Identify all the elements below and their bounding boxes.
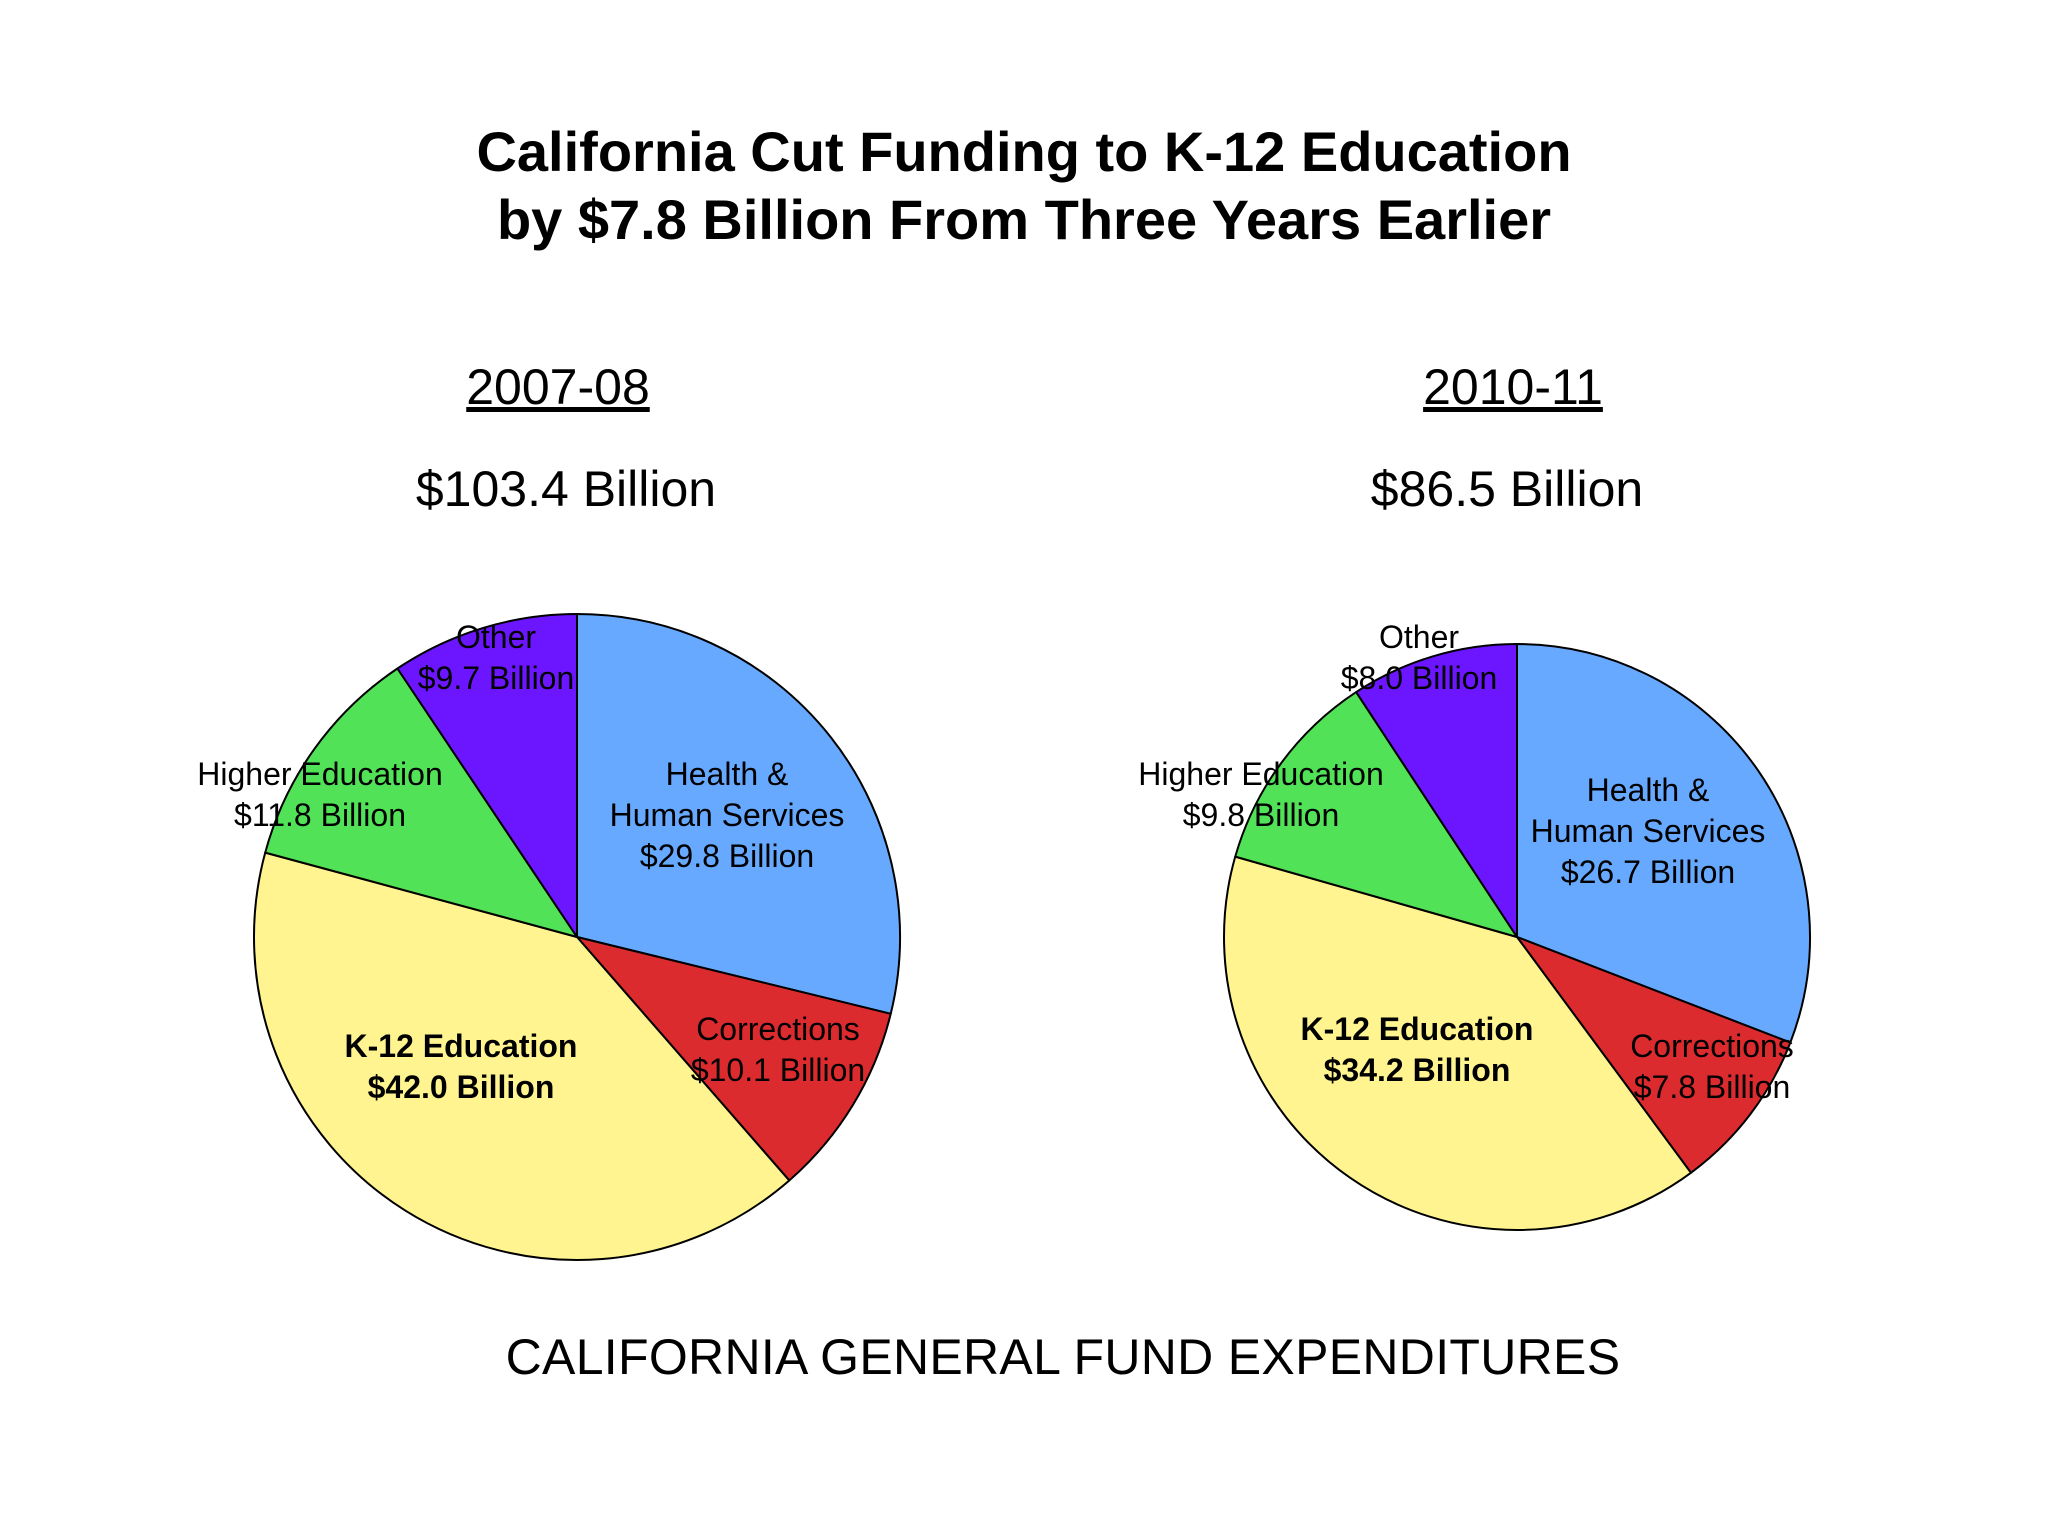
slice-label-line-health-human-services-2007-08-1: Human Services: [610, 797, 845, 833]
period-label-2007-08: 2007-08: [466, 359, 650, 415]
chart-title: California Cut Funding to K-12 Education…: [0, 118, 2048, 254]
chart-title-line1: California Cut Funding to K-12 Education: [476, 120, 1572, 183]
chart-title-line2: by $7.8 Billion From Three Years Earlier: [496, 188, 1552, 251]
slice-label-line-higher-education-2007-08-1: $11.8 Billion: [234, 797, 406, 833]
slice-label-health-human-services-2010-11: Health & Human Services $26.7 Billion: [1531, 772, 1766, 890]
slice-label-line-other-2007-08-1: $9.7 Billion: [418, 660, 575, 696]
slice-label-line-k-12-education-2010-11-1: $34.2 Billion: [1324, 1052, 1511, 1088]
total-label-2010-11: $86.5 Billion: [1370, 461, 1644, 517]
pie-slice-corrections-2007-08: [576, 936, 892, 1182]
slice-label-line-health-human-services-2007-08-0: Health &: [666, 756, 789, 792]
total-label-2007-08: $103.4 Billion: [415, 461, 717, 517]
pie-slice-k-12-education-2010-11: [1223, 855, 1692, 1231]
slice-label-k-12-education-2007-08: K-12 Education $42.0 Billion: [345, 1028, 578, 1105]
slice-label-line-k-12-education-2007-08-1: $42.0 Billion: [368, 1069, 555, 1105]
pie-slice-k-12-education-2007-08: [253, 851, 791, 1261]
slice-label-line-other-2007-08-0: Other: [456, 619, 536, 655]
chart-footer: CALIFORNIA GENERAL FUND EXPENDITURES: [505, 1329, 1621, 1385]
slice-label-corrections-2010-11: Corrections $7.8 Billion: [1630, 1028, 1794, 1105]
slice-label-other-2007-08: Other $9.7 Billion: [418, 619, 575, 696]
slice-label-other-2010-11: Other $8.0 Billion: [1341, 619, 1498, 696]
slice-label-line-health-human-services-2010-11-2: $26.7 Billion: [1561, 854, 1735, 890]
slice-label-line-k-12-education-2007-08-0: K-12 Education: [345, 1028, 578, 1064]
pie-slice-other-2007-08: [396, 613, 578, 938]
pie-slice-other-2010-11: [1355, 643, 1518, 938]
pie-slice-higher-education-2010-11: [1234, 691, 1518, 938]
slice-label-line-other-2010-11-1: $8.0 Billion: [1341, 660, 1498, 696]
slice-label-line-higher-education-2010-11-0: Higher Education: [1138, 756, 1383, 792]
slice-label-higher-education-2007-08: Higher Education $11.8 Billion: [197, 756, 442, 833]
pie-slice-higher-education-2007-08: [264, 667, 578, 938]
slice-label-line-higher-education-2010-11-1: $9.8 Billion: [1183, 797, 1340, 833]
slice-label-line-higher-education-2007-08-0: Higher Education: [197, 756, 442, 792]
slice-label-line-health-human-services-2007-08-2: $29.8 Billion: [640, 838, 814, 874]
slice-label-line-other-2010-11-0: Other: [1379, 619, 1459, 655]
slice-label-line-health-human-services-2010-11-1: Human Services: [1531, 813, 1766, 849]
slice-label-line-health-human-services-2010-11-0: Health &: [1587, 772, 1710, 808]
slice-label-health-human-services-2007-08: Health & Human Services $29.8 Billion: [610, 756, 845, 874]
slice-label-k-12-education-2010-11: K-12 Education $34.2 Billion: [1301, 1011, 1534, 1088]
pie-slice-corrections-2010-11: [1516, 936, 1792, 1174]
period-label-2010-11: 2010-11: [1423, 359, 1603, 415]
slice-label-line-k-12-education-2010-11-0: K-12 Education: [1301, 1011, 1534, 1047]
slice-label-line-corrections-2007-08-1: $10.1 Billion: [691, 1052, 865, 1088]
pie-slice-health-human-services-2010-11: [1516, 643, 1811, 1044]
slice-label-higher-education-2010-11: Higher Education $9.8 Billion: [1138, 756, 1383, 833]
pie-slice-health-human-services-2007-08: [576, 613, 901, 1015]
slice-label-line-corrections-2010-11-0: Corrections: [1630, 1028, 1794, 1064]
slice-label-line-corrections-2010-11-1: $7.8 Billion: [1634, 1069, 1791, 1105]
slice-label-line-corrections-2007-08-0: Corrections: [696, 1011, 860, 1047]
slice-label-corrections-2007-08: Corrections $10.1 Billion: [691, 1011, 865, 1088]
